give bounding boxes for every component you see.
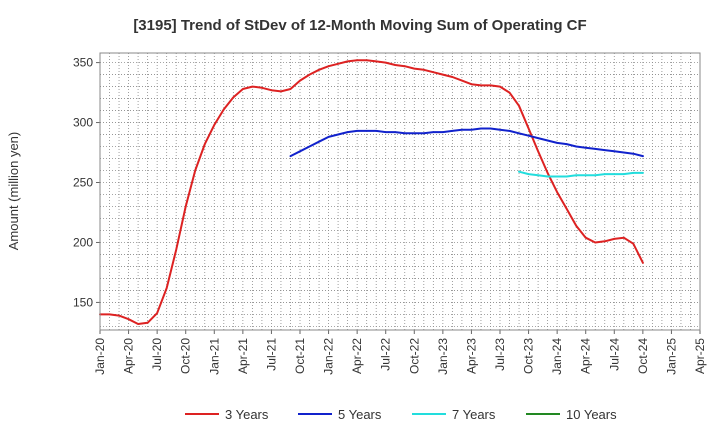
x-tick-label: Oct-21 [293, 338, 307, 374]
y-tick-label: 350 [73, 56, 93, 70]
x-tick-label: Jan-21 [207, 338, 221, 375]
x-tick-label: Apr-25 [693, 338, 707, 374]
x-tick-label: Apr-22 [350, 338, 364, 374]
x-tick-label: Jan-25 [664, 338, 678, 375]
legend-label-7-years: 7 Years [452, 407, 496, 422]
x-tick-label: Oct-20 [179, 338, 193, 374]
x-tick-label: Oct-24 [636, 338, 650, 374]
x-tick-label: Jul-24 [607, 338, 621, 371]
x-tick-label: Jul-20 [150, 338, 164, 371]
legend-label-3-years: 3 Years [225, 407, 269, 422]
x-tick-label: Apr-20 [122, 338, 136, 374]
y-axis-label: Amount (million yen) [6, 132, 21, 251]
x-tick-label: Jul-23 [493, 338, 507, 371]
x-axis-ticks: Jan-20 Apr-20 Jul-20 Oct-20 Jan-21 Apr-21 Jul-… [93, 330, 707, 375]
chart-title: [3195] Trend of StDev of 12-Month Moving… [133, 17, 586, 34]
x-tick-label: Jul-22 [379, 338, 393, 371]
series-line-7-years [518, 170, 644, 178]
plot-frame [99, 52, 701, 331]
x-tick-label: Apr-21 [236, 338, 250, 374]
x-tick-label: Oct-22 [407, 338, 421, 374]
x-tick-label: Jan-23 [436, 338, 450, 375]
grid-lines [99, 53, 701, 330]
y-axis-ticks: 150 200 250 300 350 [73, 56, 100, 309]
legend-label-5-years: 5 Years [338, 407, 382, 422]
y-tick-label: 300 [73, 116, 93, 130]
series-lines [99, 59, 644, 325]
legend-label-10-years: 10 Years [566, 407, 617, 422]
x-tick-label: Jan-22 [322, 338, 336, 375]
y-tick-label: 150 [73, 295, 93, 309]
series-line-3-years [99, 59, 644, 325]
x-tick-label: Jan-20 [93, 338, 107, 375]
x-tick-label: Apr-24 [579, 338, 593, 374]
x-tick-label: Oct-23 [522, 338, 536, 374]
y-tick-label: 200 [73, 235, 93, 249]
x-tick-label: Apr-23 [464, 338, 478, 374]
legend: 3 Years 5 Years 7 Years 10 Years [185, 407, 617, 422]
series-line-5-years [289, 127, 644, 158]
x-tick-label: Jan-24 [550, 338, 564, 375]
plot-area [100, 53, 700, 330]
x-tick-label: Jul-21 [264, 338, 278, 371]
y-tick-label: 250 [73, 176, 93, 190]
